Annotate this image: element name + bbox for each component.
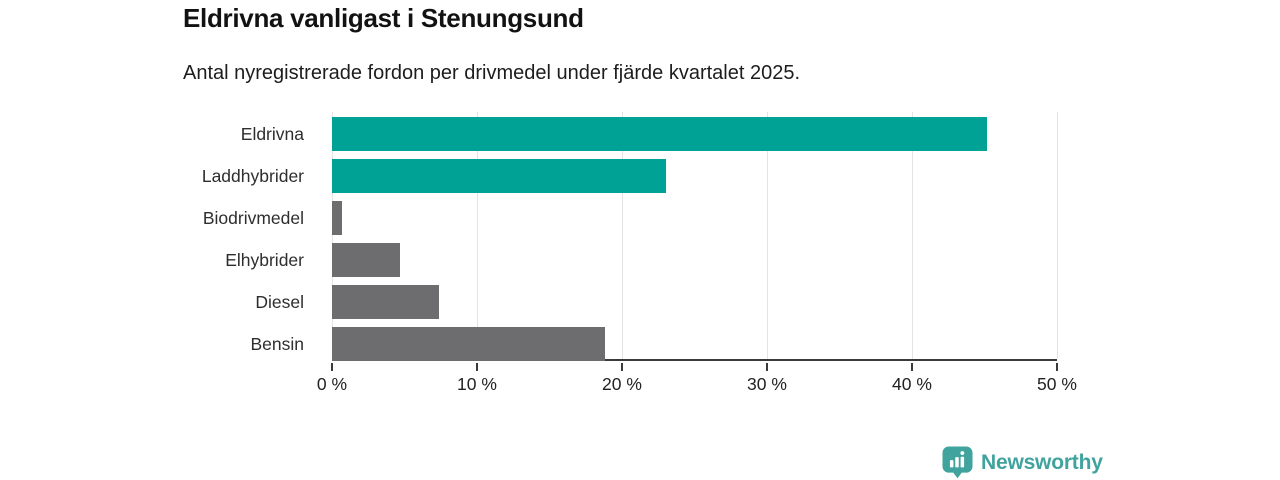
gridline (476, 112, 478, 359)
x-axis-tick (766, 363, 768, 371)
category-label: Elhybrider (225, 249, 304, 270)
category-label: Eldrivna (240, 123, 304, 144)
category-axis-labels: Eldrivna Laddhybrider Biodrivmedel Elhybrid… (0, 112, 318, 361)
gridline (911, 112, 913, 359)
category-label: Bensin (250, 333, 304, 354)
gridline (621, 112, 623, 359)
bar-elhybrider (332, 243, 401, 277)
x-tick-label: 10 % (457, 374, 497, 394)
plot-area (331, 112, 1058, 361)
x-axis-tick (331, 363, 333, 371)
bar-eldrivna (332, 117, 988, 151)
bar-biodrivmedel (332, 201, 343, 235)
x-tick-label: 40 % (892, 374, 932, 394)
bar-bensin (332, 327, 605, 361)
category-label: Laddhybrider (201, 165, 304, 186)
x-tick-label: 20 % (602, 374, 642, 394)
newsworthy-logo: Newsworthy (942, 446, 1103, 479)
newsworthy-logo-text: Newsworthy (981, 450, 1103, 474)
x-tick-label: 30 % (747, 374, 787, 394)
gridline (766, 112, 768, 359)
x-axis-tick (621, 363, 623, 371)
x-axis-tick (476, 363, 478, 371)
category-label: Biodrivmedel (202, 207, 304, 228)
x-tick-label: 50 % (1037, 374, 1077, 394)
gridline (331, 112, 333, 359)
chart-title: Eldrivna vanligast i Stenungsund (183, 3, 584, 33)
x-axis-tick (1056, 363, 1058, 371)
bar-diesel (332, 285, 440, 319)
x-tick-label: 0 % (316, 374, 348, 394)
gridline (1056, 112, 1058, 359)
category-label: Diesel (255, 291, 304, 312)
chart-subtitle: Antal nyregistrerade fordon per drivmede… (183, 62, 801, 84)
bar-laddhybrider (332, 159, 666, 193)
newsworthy-logo-icon (942, 446, 973, 479)
x-axis-tick (911, 363, 913, 371)
